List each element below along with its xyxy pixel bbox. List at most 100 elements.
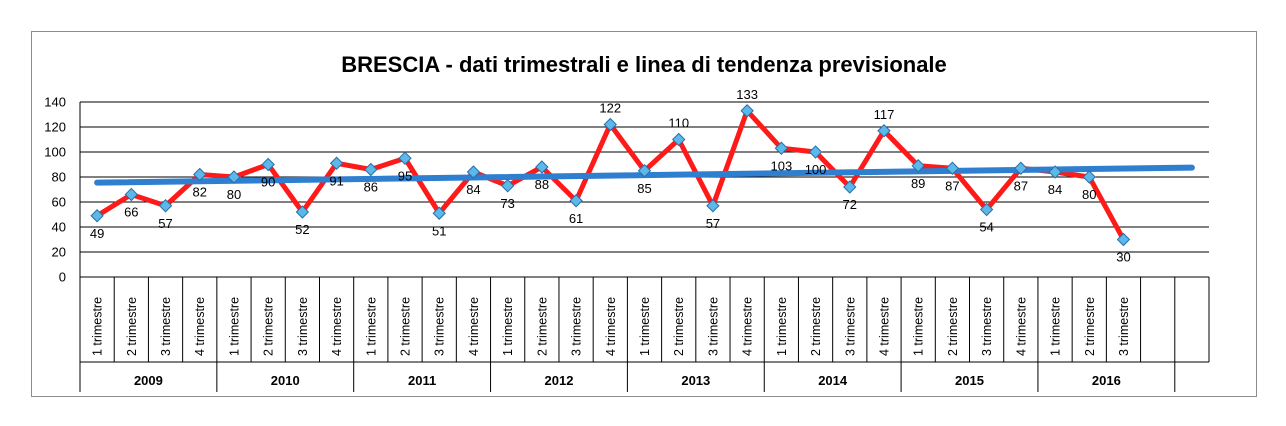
data-point-marker (672, 132, 686, 147)
data-point-marker (261, 157, 275, 172)
data-point-marker (569, 194, 583, 208)
x-tick-label: 2 trimestre (672, 297, 686, 356)
x-tick-label: 3 trimestre (980, 297, 994, 356)
data-point-marker (398, 151, 412, 165)
data-point-marker (1014, 161, 1028, 175)
data-label: 57 (706, 216, 720, 231)
x-tick-label: 2 trimestre (809, 297, 823, 356)
x-tick-label: 1 trimestre (775, 297, 789, 356)
data-point-marker (740, 104, 754, 118)
data-point-marker (500, 179, 515, 193)
data-point-marker (158, 199, 173, 213)
data-point-marker (808, 145, 823, 159)
data-label: 84 (1048, 182, 1062, 197)
x-tick-label: 1 trimestre (91, 297, 105, 356)
data-point-marker (535, 160, 549, 174)
data-point-marker (877, 124, 891, 138)
data-label: 85 (637, 181, 651, 196)
data-label: 88 (535, 177, 549, 192)
data-point-marker (432, 206, 446, 220)
data-label: 57 (158, 216, 172, 231)
year-label: 2013 (681, 373, 710, 388)
x-tick-label: 4 trimestre (877, 297, 891, 356)
x-tick-label: 1 trimestre (227, 297, 241, 356)
data-label: 54 (979, 220, 993, 235)
data-point-marker (603, 117, 617, 132)
x-tick-label: 4 trimestre (193, 297, 207, 356)
y-tick-label: 60 (52, 195, 66, 210)
data-point-marker (295, 205, 310, 219)
data-label: 61 (569, 211, 583, 226)
data-label: 89 (911, 176, 925, 191)
data-label: 87 (1014, 178, 1028, 193)
chart-title: BRESCIA - dati trimestrali e linea di te… (341, 52, 947, 77)
data-point-marker (193, 167, 207, 182)
x-tick-label: 4 trimestre (1014, 297, 1028, 356)
y-tick-label: 100 (44, 145, 66, 160)
x-tick-label: 1 trimestre (1049, 297, 1063, 356)
x-tick-label: 1 trimestre (501, 297, 515, 356)
data-label: 87 (945, 178, 959, 193)
x-tick-label: 2 trimestre (1083, 297, 1097, 356)
x-tick-label: 2 trimestre (399, 297, 413, 356)
data-label: 80 (227, 187, 241, 202)
year-label: 2011 (408, 373, 436, 388)
data-point-marker (774, 141, 789, 155)
data-point-marker (90, 209, 104, 223)
data-label: 90 (261, 175, 275, 190)
data-point-marker (1116, 232, 1131, 247)
x-tick-label: 2 trimestre (125, 297, 139, 356)
data-label: 84 (466, 182, 480, 197)
data-label: 122 (599, 101, 621, 116)
x-tick-label: 3 trimestre (1117, 297, 1131, 356)
data-label: 52 (295, 222, 309, 237)
y-tick-label: 140 (44, 95, 66, 110)
data-label: 72 (843, 197, 857, 212)
y-tick-label: 40 (52, 220, 66, 235)
data-label: 103 (770, 158, 792, 173)
data-point-marker (843, 180, 857, 194)
data-point-marker (911, 159, 925, 173)
x-tick-label: 3 trimestre (570, 297, 584, 356)
y-tick-label: 20 (52, 245, 66, 260)
data-label: 91 (329, 173, 343, 188)
data-point-marker (979, 202, 994, 217)
x-tick-label: 3 trimestre (843, 297, 857, 356)
data-label: 117 (874, 107, 895, 122)
x-tick-label: 4 trimestre (330, 297, 344, 356)
data-label: 86 (364, 180, 378, 195)
x-tick-label: 4 trimestre (604, 297, 618, 356)
data-label: 51 (432, 223, 446, 238)
chart-area (31, 31, 1257, 397)
x-tick-label: 2 trimestre (535, 297, 549, 356)
data-label: 49 (90, 226, 104, 241)
data-label: 66 (124, 205, 138, 220)
data-point-marker (1082, 170, 1096, 184)
data-label: 110 (668, 116, 689, 131)
data-label: 82 (193, 185, 207, 200)
data-point-marker (1048, 165, 1062, 179)
y-tick-label: 0 (59, 270, 66, 285)
year-label: 2014 (818, 373, 848, 388)
data-label: 100 (805, 162, 827, 177)
x-tick-label: 1 trimestre (638, 297, 652, 356)
data-point-marker (124, 187, 139, 202)
x-tick-label: 2 trimestre (262, 297, 276, 356)
data-point-marker (227, 170, 241, 184)
x-tick-label: 4 trimestre (741, 297, 755, 356)
year-label: 2009 (134, 373, 163, 388)
data-point-marker (329, 156, 344, 170)
data-point-marker (706, 199, 720, 213)
year-label: 2015 (955, 373, 984, 388)
year-label: 2016 (1092, 373, 1121, 388)
data-label: 80 (1082, 187, 1096, 202)
x-tick-label: 3 trimestre (296, 297, 310, 356)
x-tick-label: 3 trimestre (433, 297, 447, 356)
year-label: 2010 (271, 373, 300, 388)
y-tick-label: 120 (44, 120, 66, 135)
data-label: 95 (398, 168, 412, 183)
data-point-marker (637, 164, 652, 178)
data-label: 30 (1116, 250, 1130, 265)
data-point-marker (364, 162, 378, 177)
